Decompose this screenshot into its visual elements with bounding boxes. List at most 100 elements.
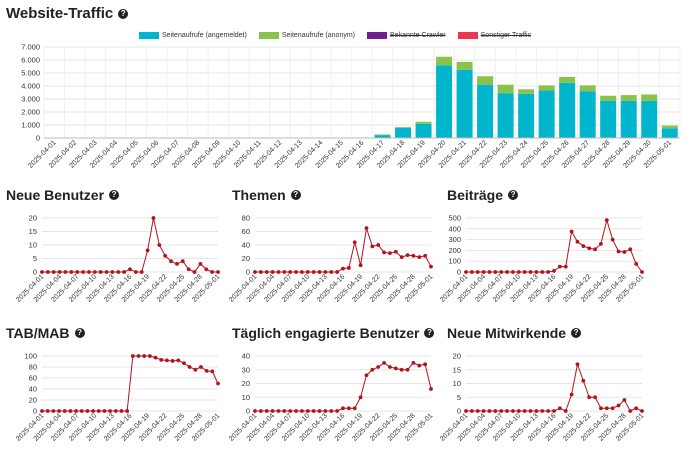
y-tick-label: 40 [242,241,250,250]
y-tick-label: 0 [36,134,40,143]
title-text: Beiträge [447,187,504,203]
data-point [604,218,609,223]
data-point [546,270,551,274]
help-icon[interactable]: ? [74,328,85,338]
bar [538,90,555,138]
data-point [210,369,215,374]
data-point [552,409,556,413]
data-point [108,409,113,413]
title-beitraege: Beiträge ? [447,187,519,203]
bar [477,84,494,138]
data-point [147,354,152,358]
y-tick-label: 20 [29,214,37,223]
data-point [487,270,492,274]
bar [559,82,576,138]
data-point [399,255,404,260]
y-tick-label: 2.000 [21,108,40,117]
y-tick-label: 30 [242,365,250,374]
data-point [604,406,609,411]
data-point [128,267,132,272]
data-point [258,409,263,413]
bar [436,56,453,66]
data-point [505,409,509,413]
bar [415,121,432,124]
legend-item-anonymous[interactable]: Seitenaufrufe (anonym) [258,32,355,39]
data-point [335,409,340,413]
data-point [511,409,515,413]
data-point [264,270,269,274]
legend-swatch-other [457,32,478,39]
data-point [182,361,186,366]
y-tick-label: 15 [453,365,461,374]
data-point [352,240,357,245]
data-point [528,409,533,413]
bar [518,93,535,138]
title-text: Neue Benutzer [6,187,105,203]
y-tick-label: 4.000 [21,82,40,91]
data-point [610,406,615,411]
bar [620,100,637,138]
data-point [411,253,416,258]
data-point [429,387,433,391]
data-point [429,264,433,269]
data-point [552,269,556,273]
data-point [69,270,74,274]
data-point [335,270,340,274]
data-point [145,248,150,253]
legend-item-crawler[interactable]: Bekannte Crawler [367,32,446,39]
data-point [133,270,138,274]
data-point [329,270,334,274]
data-point [300,409,304,413]
bar [456,61,473,70]
help-icon[interactable]: ? [118,8,129,19]
data-point [575,362,580,367]
data-point [204,368,209,373]
legend-item-registered[interactable]: Seitenaufrufe (angemeldet) [139,32,247,39]
data-point [51,270,56,274]
data-point [270,409,275,413]
help-icon[interactable]: ? [424,328,435,338]
bar [641,100,658,138]
data-point [593,395,597,400]
data-point [81,270,85,274]
data-point [125,409,130,413]
data-point [469,409,474,413]
data-point [45,270,50,274]
data-point [376,365,381,369]
data-point [358,395,363,400]
data-point [192,270,197,274]
data-point [382,250,386,255]
help-icon[interactable]: ? [508,190,519,200]
y-tick-label: 40 [29,385,37,394]
y-tick-label: 400 [448,224,461,233]
data-point [540,270,545,274]
data-point [516,270,521,274]
y-tick-label: 15 [29,227,37,236]
data-point [300,270,304,274]
data-point [581,244,586,248]
data-point [393,249,398,254]
bar [620,95,637,101]
data-point [51,409,56,413]
data-point [610,237,615,242]
data-point [616,403,621,408]
title-website-traffic: Website-Traffic ? [6,5,129,22]
help-icon[interactable]: ? [109,190,120,200]
bar [518,89,535,94]
data-point [587,246,592,251]
help-icon[interactable]: ? [290,190,301,200]
title-neue-benutzer: Neue Benutzer ? [6,187,120,203]
data-point [593,247,597,252]
data-point [98,270,103,274]
series-line [466,218,643,273]
help-icon[interactable]: ? [571,328,582,338]
bar [415,123,432,138]
legend-item-other[interactable]: Sonstiger Traffic [457,32,531,39]
data-point [399,367,404,372]
data-point [305,409,310,413]
bar [559,76,576,83]
data-point [311,270,316,274]
data-point [581,378,586,383]
data-point [159,357,164,362]
data-point [388,365,392,369]
